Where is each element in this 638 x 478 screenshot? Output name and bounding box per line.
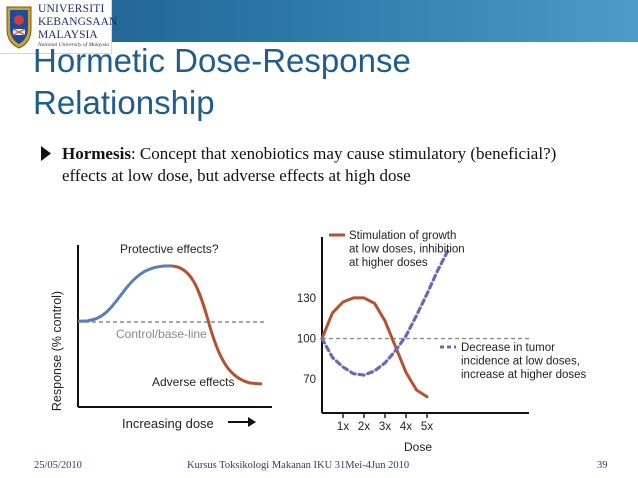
bullet-description: : Concept that xenobiotics may cause sti… xyxy=(62,144,557,185)
legend-entry: Decrease in tumor incidence at low doses,… xyxy=(461,342,587,381)
left-curve-adverse xyxy=(171,264,263,386)
logo-line-4: National University of Malaysia xyxy=(38,42,110,48)
arrow-right-icon xyxy=(228,417,256,427)
x-tick-label: 5x xyxy=(421,421,433,433)
y-tick-label: 130 xyxy=(297,293,316,305)
bullet-text: Hormesis: Concept that xenobiotics may c… xyxy=(40,143,600,187)
footer-date: 25/05/2010 xyxy=(34,460,82,471)
x-tick-label: 3x xyxy=(379,421,391,433)
y-tick-label: 70 xyxy=(303,374,316,386)
hormesis-figure: Response (% control) Protective effects?… xyxy=(44,223,600,457)
left-xlabel: Increasing dose xyxy=(122,416,214,431)
university-logo: UNIVERSITI KEBANGSAAN MALAYSIA National … xyxy=(0,0,117,54)
left-panel: Response (% control) Protective effects?… xyxy=(50,242,272,431)
x-tick-label: 4x xyxy=(400,421,412,433)
label-baseline: Control/base-line xyxy=(116,327,207,341)
footer-course: Kursus Toksikologi Makanan IKU 31Mei-4Ju… xyxy=(187,460,410,471)
left-ylabel: Response (% control) xyxy=(50,291,64,411)
bullet-term: Hormesis xyxy=(62,144,131,163)
logo-line-2: KEBANGSAAN xyxy=(38,16,118,28)
x-tick-label: 1x xyxy=(337,421,349,433)
logo-line-3: MALAYSIA xyxy=(38,29,98,41)
x-tick-label: 2x xyxy=(358,421,370,433)
y-tick-label: 100 xyxy=(297,334,316,346)
series-line-growth xyxy=(320,296,429,399)
left-curve-protective xyxy=(77,264,173,323)
right-chart: 70 100 130 1x 2x 3x 4x 5x Dose Stimulation of … xyxy=(297,230,587,454)
legend-entry: Stimulation of growth at low doses, inhib… xyxy=(349,230,465,269)
title-line-1: Hormetic Dose-Response xyxy=(33,42,411,79)
footer-page-number: 39 xyxy=(597,460,608,471)
series-line-tumor xyxy=(320,248,450,377)
bullet-item: Hormesis: Concept that xenobiotics may c… xyxy=(40,143,600,187)
crest-icon xyxy=(6,6,32,49)
right-xlabel: Dose xyxy=(404,440,432,454)
bullet-icon xyxy=(41,146,51,161)
title-line-2: Relationship xyxy=(33,84,215,121)
label-protective: Protective effects? xyxy=(120,242,219,256)
logo-line-1: UNIVERSITI xyxy=(38,3,105,15)
slide-title: Hormetic Dose-Response Relationship xyxy=(33,40,613,124)
label-adverse: Adverse effects xyxy=(152,375,235,389)
